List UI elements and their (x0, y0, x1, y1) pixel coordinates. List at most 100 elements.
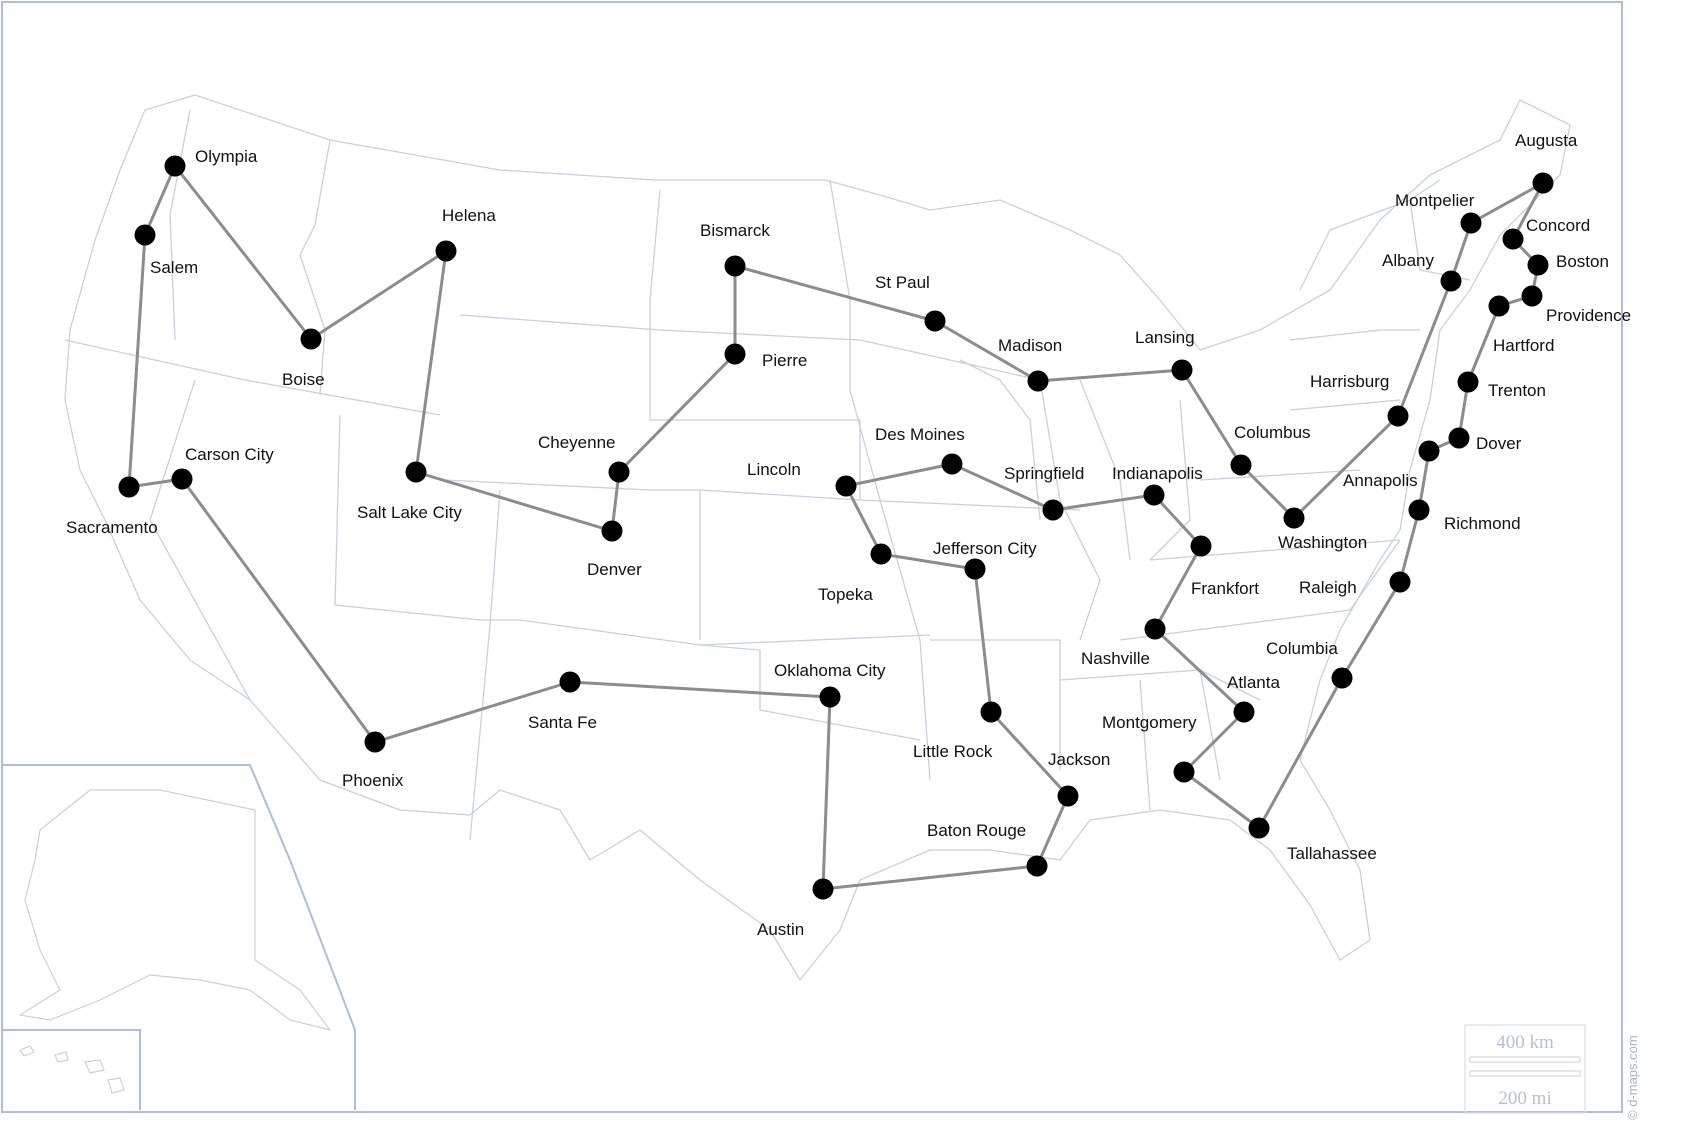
city-label-annapolis: Annapolis (1343, 471, 1418, 490)
route-segment (1153, 544, 1203, 631)
route-segment (414, 470, 614, 533)
scale-bar: 400 km 200 mi (1464, 1024, 1586, 1114)
city-dot-richmond (1408, 499, 1430, 521)
city-dot-indianapolis (1143, 484, 1165, 506)
route-segment (879, 552, 977, 571)
route-segment (844, 484, 883, 556)
inset-alaska-hawaii (2, 764, 356, 1110)
city-dot-cheyenne (608, 461, 630, 483)
route-segment (1152, 493, 1203, 548)
route-segment (1511, 181, 1545, 241)
city-dot-annapolis (1418, 440, 1440, 462)
city-dot-denver (601, 520, 623, 542)
route-segment (127, 233, 147, 489)
city-label-springfield: Springfield (1004, 464, 1084, 483)
city-dot-sacramento (118, 476, 140, 498)
route-segment (1182, 770, 1261, 830)
base-map-outlines (64, 94, 1571, 981)
city-label-montgomery: Montgomery (1102, 713, 1197, 732)
city-dot-des-moines (941, 453, 963, 475)
city-label-baton-rouge: Baton Rouge (927, 821, 1026, 840)
city-label-santa-fe: Santa Fe (528, 713, 597, 732)
city-label-richmond: Richmond (1444, 514, 1521, 533)
city-dot-salt-lake-city (405, 461, 427, 483)
city-label-bismarck: Bismarck (700, 221, 770, 240)
city-label-oklahoma-city: Oklahoma City (774, 661, 886, 680)
city-dot-lincoln (835, 475, 857, 497)
city-dot-baton-rouge (1026, 855, 1048, 877)
route-segment (1035, 794, 1070, 868)
city-dot-little-rock (980, 701, 1002, 723)
city-label-harrisburg: Harrisburg (1310, 372, 1389, 391)
city-dot-jackson (1057, 785, 1079, 807)
city-label-des-moines: Des Moines (875, 425, 965, 444)
hawaii-outline (19, 1045, 125, 1094)
city-dot-st-paul (924, 310, 946, 332)
city-dot-springfield (1042, 499, 1064, 521)
city-dot-albany (1440, 270, 1462, 292)
city-label-montpelier: Montpelier (1395, 191, 1475, 210)
city-dot-salem (134, 224, 156, 246)
city-dot-columbus (1230, 454, 1252, 476)
route-layer (127, 164, 1545, 891)
city-dot-phoenix (364, 731, 386, 753)
city-label-carson-city: Carson City (185, 445, 274, 464)
city-label-tallahassee: Tallahassee (1287, 844, 1377, 863)
city-dot-bismarck (724, 255, 746, 277)
route-segment (568, 680, 832, 699)
city-label-austin: Austin (757, 920, 804, 939)
city-dot-austin (812, 878, 834, 900)
alaska-outline (18, 789, 332, 1031)
city-label-concord: Concord (1526, 216, 1590, 235)
city-dot-santa-fe (559, 671, 581, 693)
route-segment (844, 462, 954, 488)
city-dot-harrisburg (1387, 405, 1409, 427)
city-dot-augusta (1532, 172, 1554, 194)
route-segment (1292, 414, 1400, 520)
city-label-salem: Salem (150, 258, 198, 277)
city-dot-frankfort (1190, 535, 1212, 557)
route-segment (973, 567, 993, 714)
route-segment (1239, 463, 1296, 520)
route-segment (1396, 279, 1453, 418)
city-dot-montgomery (1173, 761, 1195, 783)
city-label-phoenix: Phoenix (342, 771, 404, 790)
city-label-salt-lake-city: Salt Lake City (357, 503, 462, 522)
city-dot-pierre (724, 343, 746, 365)
city-dot-madison (1027, 370, 1049, 392)
city-label-raleigh: Raleigh (1299, 578, 1357, 597)
city-label-sacramento: Sacramento (66, 518, 158, 537)
city-dot-helena (435, 240, 457, 262)
city-label-albany: Albany (1382, 251, 1434, 270)
city-label-dover: Dover (1476, 434, 1522, 453)
route-segment (180, 477, 377, 744)
city-dot-washington (1283, 507, 1305, 529)
route-segment (950, 462, 1055, 512)
route-segment (1182, 710, 1246, 774)
city-label-indianapolis: Indianapolis (1112, 464, 1203, 483)
scale-km-label: 400 km (1496, 1032, 1554, 1053)
route-segment (1036, 368, 1184, 383)
alaska-inset-frame (2, 764, 356, 1110)
city-label-lansing: Lansing (1135, 328, 1195, 347)
city-label-washington: Washington (1278, 533, 1367, 552)
city-label-atlanta: Atlanta (1227, 673, 1280, 692)
city-dot-hartford (1488, 295, 1510, 317)
city-label-providence: Providence (1546, 306, 1631, 325)
city-label-augusta: Augusta (1515, 131, 1578, 150)
city-label-madison: Madison (998, 336, 1062, 355)
credit-label: © d-maps.com (1625, 1035, 1640, 1120)
city-dot-oklahoma-city (819, 686, 841, 708)
hawaii-inset-frame (2, 1029, 141, 1110)
route-segment (617, 352, 737, 474)
city-label-trenton: Trenton (1488, 381, 1546, 400)
city-label-olympia: Olympia (195, 147, 258, 166)
city-dot-olympia (164, 155, 186, 177)
map-frame (1, 1, 1623, 1113)
city-dot-tallahassee (1248, 817, 1270, 839)
city-dot-columbia (1331, 667, 1353, 689)
city-dots (118, 155, 1554, 900)
city-labels: Olympia Salem Sacramento Carson City Phoenix… (66, 131, 1631, 939)
city-label-topeka: Topeka (818, 585, 873, 604)
